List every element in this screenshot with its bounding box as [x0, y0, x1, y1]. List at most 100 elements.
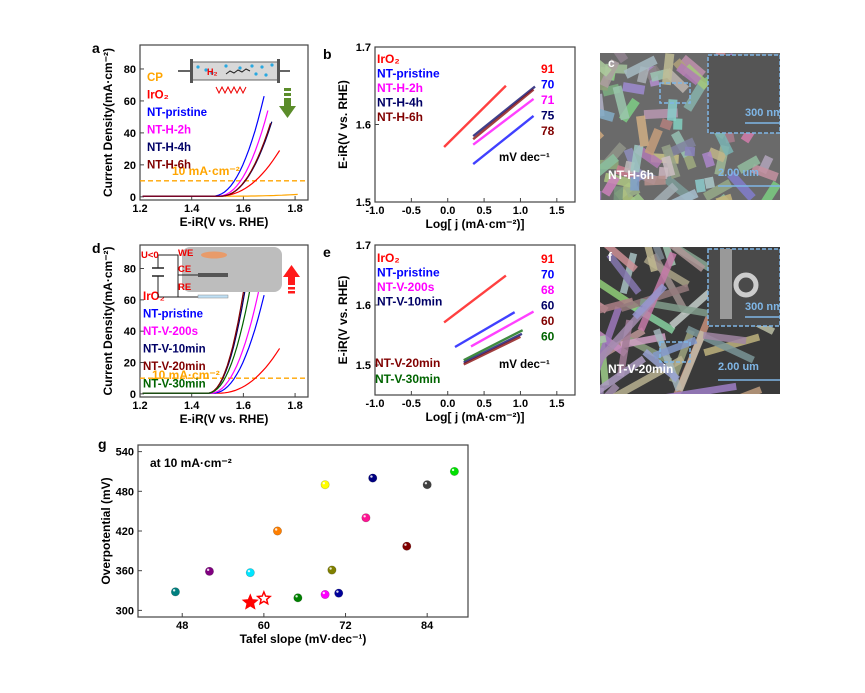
inset-frame: [707, 248, 780, 327]
x-tick-label: 0.0: [440, 205, 455, 217]
x-tick-label: 1.2: [132, 400, 147, 412]
x-tick-label: 0.0: [440, 398, 455, 410]
legend-entry: NT-H-4h: [147, 142, 191, 154]
gas-bubble: [254, 72, 258, 76]
x-tick-label: 0.5: [476, 398, 491, 410]
data-point-star: [241, 593, 259, 610]
gas-bubble: [250, 64, 254, 68]
reference-electrode: [197, 294, 229, 299]
sem-particle: [612, 53, 629, 64]
x-tick-label: -1.0: [366, 205, 385, 217]
arrow-down-icon: [279, 106, 296, 118]
legend-entry: IrO₂: [147, 90, 169, 102]
data-point: [170, 587, 180, 597]
sem-particle: [622, 82, 646, 95]
plot-frame: [374, 244, 576, 396]
data-point: [320, 590, 330, 600]
sem-particle: [616, 319, 634, 377]
y-tick-label: 300: [116, 605, 134, 617]
tafel-line-NT-V-20min: [463, 335, 521, 366]
sem-particle: [600, 107, 615, 122]
tafel-line-NT-V-10min: [463, 332, 523, 364]
arrow-dash: [284, 88, 291, 91]
panel-label: a: [92, 40, 100, 56]
arrow-dash: [288, 287, 295, 290]
unit-label: mV dec⁻¹: [499, 152, 550, 164]
sem-particle: [665, 188, 699, 200]
data-point-highlight: [172, 589, 176, 592]
y-tick-label: 1.7: [356, 42, 371, 54]
zoom-region-box: [659, 82, 691, 104]
sem-particle: [623, 247, 706, 272]
data-point-highlight: [295, 595, 298, 598]
y-tick-label: 40: [124, 128, 136, 140]
data-point-highlight: [322, 591, 326, 595]
sem-particle: [715, 193, 734, 200]
sem-particle: [630, 144, 644, 173]
chart-e: -1.0 -0.5 0.0 0.5 1.0 1.5 1.5 1.6 1.7 Log[ j (mA·…: [323, 240, 576, 424]
legend-entry: NT-V-20min: [375, 356, 440, 370]
data-point: [368, 473, 378, 483]
y-tick-label: 80: [124, 64, 136, 76]
sem-particle: [661, 155, 676, 178]
sem-image-f: f 300 nm 2.00 um NT-V-20min: [600, 247, 780, 394]
legend-entry: NT-V-10min: [377, 295, 442, 309]
inset-scale-label: 300 nm: [745, 107, 780, 119]
x-axis-label: E-iR(V vs. RHE): [180, 412, 269, 426]
tafel-slope-value: 78: [541, 124, 555, 138]
nanotube: [720, 249, 732, 319]
sem-particle: [680, 54, 706, 79]
sem-particle: [676, 63, 702, 86]
sem-particle: [676, 330, 707, 392]
x-tick-label: -1.0: [366, 398, 385, 410]
x-axis-label: Log[ j (mA·cm⁻²)]: [426, 217, 525, 231]
data-point: [334, 588, 344, 598]
sem-particle: [703, 179, 733, 200]
legend-entry: IrO₂: [143, 291, 165, 303]
y-tick-label: 60: [124, 295, 136, 307]
heater-coil-icon: [215, 85, 247, 95]
x-tick-label: -0.5: [402, 398, 421, 410]
inset-label: U<0: [141, 250, 159, 261]
y-tick-label: 1.5: [356, 360, 371, 372]
cell-background: [182, 247, 282, 292]
scale-label: 2.00 um: [718, 361, 759, 373]
arrow-dash: [288, 291, 295, 294]
sem-texture: c 300 nm 2.00 um NT-H-6h: [600, 53, 780, 200]
tafel-line-NT-V-30min: [463, 329, 524, 362]
y-tick-label: 420: [116, 526, 134, 538]
gas-label: H₂: [207, 67, 218, 77]
y-tick-label: 60: [124, 96, 136, 108]
x-tick-label: -0.5: [402, 205, 421, 217]
sem-particle: [702, 331, 747, 345]
sem-particle: [631, 247, 658, 273]
series-line-NT-H-6h: [142, 123, 272, 197]
y-tick-label: 20: [124, 358, 136, 370]
sem-particle: [659, 118, 673, 131]
arrow-dash: [284, 93, 291, 96]
data-point-highlight: [274, 528, 278, 531]
sem-particle: [650, 252, 690, 315]
sem-particle: [612, 186, 624, 200]
tafel-line-NT-V-200s: [470, 310, 535, 348]
panel-label: b: [323, 46, 332, 62]
gas-bubble: [204, 68, 208, 72]
chart-a: 1.2 1.4 1.6 1.8 0 20 40 60 80 E-iR(V vs. RHE) Curr…: [92, 40, 309, 229]
legend-entry: IrO₂: [377, 52, 400, 66]
legend-entry: NT-pristine: [377, 266, 440, 280]
sem-image-c: c 300 nm 2.00 um NT-H-6h: [600, 53, 780, 200]
sem-particle: [673, 118, 683, 130]
tafel-slope-value: 68: [541, 283, 555, 297]
data-point: [422, 480, 432, 490]
reference-line-label: 10 mA·cm⁻²: [172, 164, 240, 178]
sem-particle: [601, 174, 620, 197]
chart-d: 1.2 1.4 1.6 1.8 0 20 40 60 80 E-iR(V vs. RHE) Curr…: [92, 240, 309, 426]
legend-entry: NT-V-20min: [143, 361, 206, 373]
tafel-slope-value: 91: [541, 62, 555, 76]
sem-particle: [600, 258, 639, 311]
y-tick-label: 0: [130, 192, 136, 204]
legend-entry: NT-pristine: [143, 309, 203, 321]
sem-particle: [632, 283, 668, 320]
arrow-shaft: [284, 98, 291, 106]
tafel-line-IrO₂: [443, 84, 507, 148]
